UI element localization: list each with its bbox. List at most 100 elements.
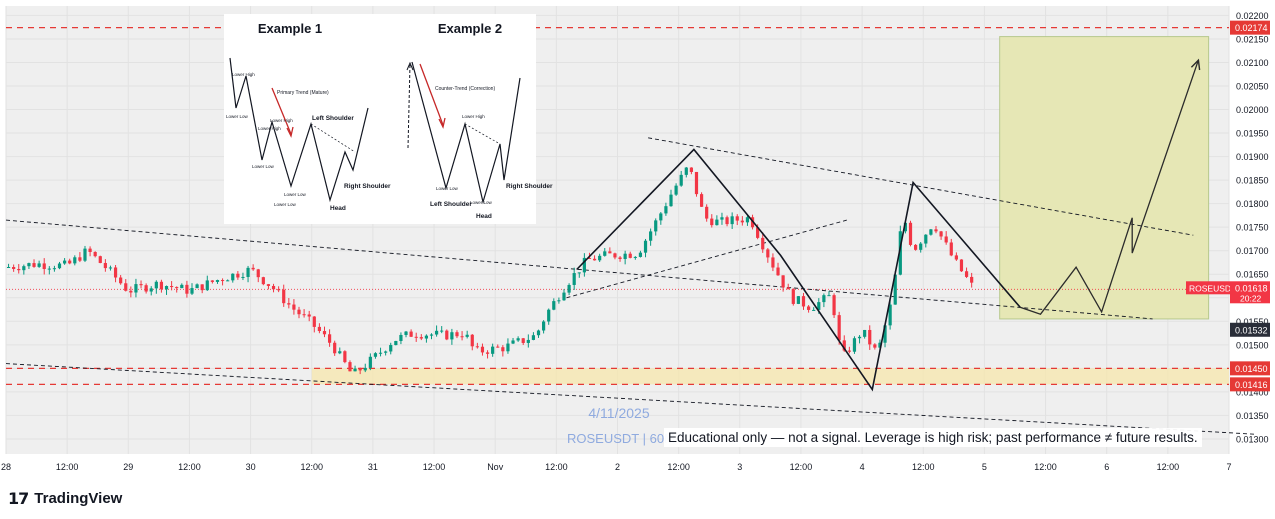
- candle-body: [297, 309, 301, 315]
- price-label-text: 0.01450: [1235, 364, 1268, 374]
- y-tick-label: 0.01750: [1236, 223, 1269, 233]
- candle-body: [730, 216, 734, 225]
- head-and-shoulders-zigzag[interactable]: [576, 148, 1021, 392]
- candle-body: [623, 253, 627, 260]
- candle-body: [134, 284, 138, 293]
- candle-body: [501, 347, 505, 352]
- candle-body: [98, 256, 102, 263]
- candle-body: [659, 213, 663, 221]
- candle-body: [302, 314, 306, 316]
- y-tick-label: 0.01550: [1236, 317, 1269, 327]
- candle-body: [190, 288, 194, 294]
- candle-body: [103, 262, 107, 269]
- candle-body: [88, 248, 92, 252]
- candle-body: [847, 350, 851, 352]
- candle-body: [852, 338, 857, 352]
- candle-body: [200, 284, 204, 291]
- candle-body: [603, 251, 607, 256]
- example2-label: Lower Low: [470, 200, 493, 205]
- candle-body: [669, 194, 673, 207]
- y-tick-label: 0.01700: [1236, 246, 1269, 256]
- y-tick-label: 0.01400: [1236, 387, 1269, 397]
- candle-body: [893, 274, 897, 305]
- x-axis-area[interactable]: [6, 454, 1275, 478]
- long-descending-trendline[interactable]: [5, 219, 1153, 320]
- trendlines-layer: [5, 137, 1255, 435]
- candle-body: [266, 284, 271, 286]
- candle-body: [185, 284, 189, 294]
- lower-descending-line[interactable]: [5, 363, 1255, 435]
- y-tick-label: 0.02000: [1236, 105, 1269, 115]
- candle-body: [32, 263, 36, 267]
- example1-neckline: [310, 123, 356, 153]
- tradingview-brand[interactable]: 17 TradingView: [8, 488, 122, 508]
- candle-body: [516, 338, 520, 341]
- candle-body: [338, 351, 342, 354]
- candle-body: [42, 263, 46, 270]
- candle-body: [434, 330, 439, 335]
- price-labels: 0.021740.014500.014160.01532ROSEUSDT0.01…: [1186, 20, 1270, 392]
- candle-body: [740, 220, 744, 223]
- tradingview-logo-icon: 17: [8, 488, 29, 508]
- y-tick-label: 0.01350: [1236, 411, 1269, 421]
- candle-body: [964, 271, 969, 277]
- candle-body: [124, 283, 128, 291]
- x-tick-label: 12:00: [423, 462, 446, 472]
- candle-body: [552, 301, 556, 310]
- pattern-examples-inset: Example 1 Example 2 Lower High Lower Low Low…: [224, 14, 553, 224]
- candle-body: [674, 185, 678, 195]
- candle-body: [57, 263, 62, 269]
- example2-neckline: [464, 123, 501, 145]
- y-tick-label: 0.01300: [1236, 434, 1269, 444]
- projection-path[interactable]: [1019, 59, 1200, 315]
- candle-body: [83, 248, 87, 261]
- price-label-text: 0.02174: [1235, 23, 1268, 33]
- symbol-tag-text: ROSEUSDT: [1189, 283, 1236, 293]
- candle-body: [684, 167, 688, 175]
- candle-body: [368, 356, 372, 368]
- example2-label: Head: [476, 213, 492, 220]
- candle-body: [557, 300, 561, 302]
- candle-body: [108, 267, 113, 269]
- candle-body: [429, 334, 434, 336]
- y-tick-label: 0.02150: [1236, 34, 1269, 44]
- candle-body: [287, 303, 291, 305]
- candle-body: [271, 285, 276, 290]
- candle-body: [113, 267, 118, 278]
- upper-trendline[interactable]: [648, 137, 1194, 236]
- candle-body: [771, 257, 775, 268]
- candle-body: [180, 284, 184, 289]
- example1-trend-label: Primary Trend (Mature): [277, 90, 329, 96]
- candle-body: [215, 280, 220, 282]
- candle-body: [129, 290, 133, 293]
- zones-layer: [6, 27, 1229, 385]
- candle-body: [888, 304, 892, 326]
- current-price-value: 0.01618: [1235, 283, 1268, 293]
- y-tick-label: 0.02050: [1236, 82, 1269, 92]
- candle-body: [873, 344, 877, 348]
- x-tick-label: 28: [1, 462, 11, 472]
- example2-price-path: [411, 61, 521, 205]
- y-tick-label: 0.01650: [1236, 270, 1269, 280]
- example1-label: Lower High: [232, 72, 255, 77]
- candle-body: [175, 287, 179, 289]
- candle-body: [761, 237, 765, 250]
- example1-label: Lower Low: [226, 114, 249, 119]
- example1-label: Head: [330, 205, 346, 212]
- candle-body: [195, 284, 199, 289]
- y-tick-label: 0.01900: [1236, 152, 1269, 162]
- example1-trend-arrow: [271, 87, 292, 135]
- candle-body: [939, 231, 943, 237]
- candle-body: [801, 296, 806, 307]
- candle-body: [170, 286, 174, 288]
- target-zone[interactable]: [999, 36, 1210, 320]
- candle-body: [908, 222, 913, 245]
- example1-label: Lower Low: [284, 192, 307, 197]
- candle-body: [491, 346, 495, 354]
- price-label-box: [1230, 361, 1270, 376]
- candle-body: [649, 231, 653, 241]
- pattern-layer: [576, 58, 1201, 392]
- candle-body: [226, 280, 230, 282]
- candle-body: [480, 346, 485, 353]
